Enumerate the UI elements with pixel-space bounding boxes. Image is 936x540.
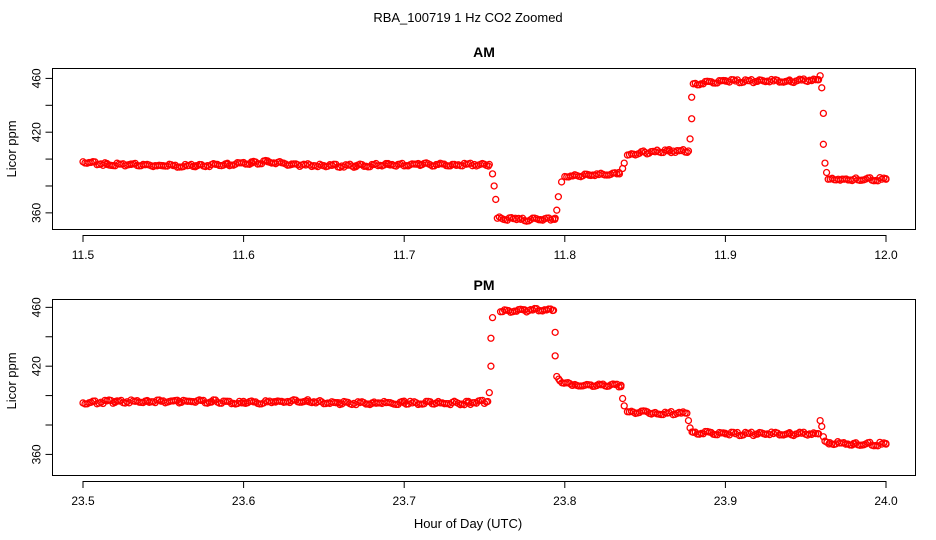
am-x-tick-label: 11.8: [554, 248, 577, 262]
am-panel-title: AM: [473, 44, 495, 60]
figure-title: RBA_100719 1 Hz CO2 Zoomed: [373, 10, 562, 25]
am-x-tick-label: 12.0: [874, 248, 898, 262]
am-data-point: [822, 168, 831, 177]
pm-y-axis-label: Licor ppm: [4, 352, 19, 409]
am-data-point: [358, 160, 366, 169]
pm-x-tick-label: 23.9: [714, 494, 738, 508]
pm-data-point: [683, 409, 691, 417]
pm-x-axis: 23.5 23.6 23.7 23.8 23.9 24.0: [71, 481, 898, 508]
pm-y-tick-label: 420: [30, 356, 44, 376]
am-y-axis-label: Licor ppm: [4, 120, 19, 177]
am-data-point: [688, 115, 696, 123]
am-y-tick-label: 420: [30, 122, 44, 142]
am-data-point: [492, 195, 500, 204]
pm-x-tick-label: 23.5: [71, 494, 95, 508]
pm-data-point: [488, 313, 497, 322]
pm-y-tick-label: 360: [30, 444, 44, 464]
am-data-point: [553, 206, 561, 214]
am-data-point: [557, 178, 566, 186]
am-data-point: [485, 160, 493, 169]
am-y-axis: 360 420 460: [30, 68, 53, 223]
pm-data-point: [618, 394, 627, 403]
am-data-point: [684, 147, 693, 155]
pm-x-tick-label: 24.0: [874, 494, 898, 508]
am-data-point: [683, 148, 691, 157]
pm-x-tick-label: 23.8: [553, 494, 577, 508]
am-data-point: [686, 135, 694, 143]
pm-data-point: [485, 388, 493, 397]
am-data-point: [488, 170, 497, 178]
pm-points: [79, 304, 890, 450]
pm-plot-frame: [52, 299, 916, 476]
pm-panel-title: PM: [474, 277, 495, 293]
am-data-point: [821, 159, 829, 167]
am-x-tick-label: 11.6: [232, 248, 255, 262]
am-data-point: [366, 163, 374, 171]
am-x-tick-label: 11.7: [393, 248, 416, 262]
pm-data-point: [487, 362, 495, 370]
pm-y-axis: 360 420 460: [30, 297, 53, 464]
am-data-point: [620, 159, 628, 167]
pm-data-point: [620, 402, 628, 410]
pm-data-point: [533, 305, 541, 313]
pm-data-point: [707, 428, 715, 437]
am-data-point: [591, 171, 599, 180]
am-data-point: [819, 140, 828, 148]
pm-data-point: [549, 306, 558, 314]
pm-data-point: [551, 352, 559, 360]
pm-y-tick-label: 460: [30, 297, 44, 317]
am-y-tick-label: 360: [30, 203, 44, 223]
pm-data-point: [823, 438, 831, 446]
am-data-point: [814, 76, 823, 84]
pm-data-point: [882, 440, 890, 448]
pm-data-point: [819, 433, 828, 441]
am-data-point: [615, 170, 624, 178]
am-x-axis: 11.5 11.6 11.7 11.8 11.9 12.0: [72, 235, 898, 262]
pm-data-point: [487, 334, 495, 342]
am-data-point: [688, 93, 696, 101]
am-x-tick-label: 11.5: [72, 248, 95, 262]
pm-data-point: [617, 381, 625, 389]
am-y-tick-label: 460: [30, 68, 44, 88]
pm-data-point: [684, 416, 693, 425]
am-data-point: [818, 84, 826, 92]
pm-data-point: [551, 328, 559, 337]
am-data-point: [816, 72, 824, 80]
am-data-point: [490, 182, 498, 190]
pm-x-tick-label: 23.7: [393, 494, 417, 508]
am-data-point: [372, 159, 380, 168]
am-data-point: [554, 193, 563, 201]
am-data-point: [882, 175, 890, 183]
am-points: [79, 72, 890, 225]
x-axis-label: Hour of Day (UTC): [414, 516, 522, 531]
am-data-point: [819, 109, 828, 118]
pm-data-point: [484, 397, 492, 406]
pm-data-point: [818, 422, 826, 431]
pm-x-tick-label: 23.6: [232, 494, 256, 508]
am-plot-frame: [52, 68, 916, 230]
pm-data-point: [816, 416, 824, 425]
am-x-tick-label: 11.9: [714, 248, 737, 262]
am-data-point: [551, 214, 559, 222]
chart-panel-pm: PM Licor ppm 23.5 23.6 23.7 23.8 23.9 24.0 36…: [4, 277, 916, 508]
am-data-point: [392, 162, 400, 170]
chart-panel-am: AM Licor ppm 11.5 11.6 11.7 11.8 11.9 12.0 36…: [4, 44, 916, 262]
